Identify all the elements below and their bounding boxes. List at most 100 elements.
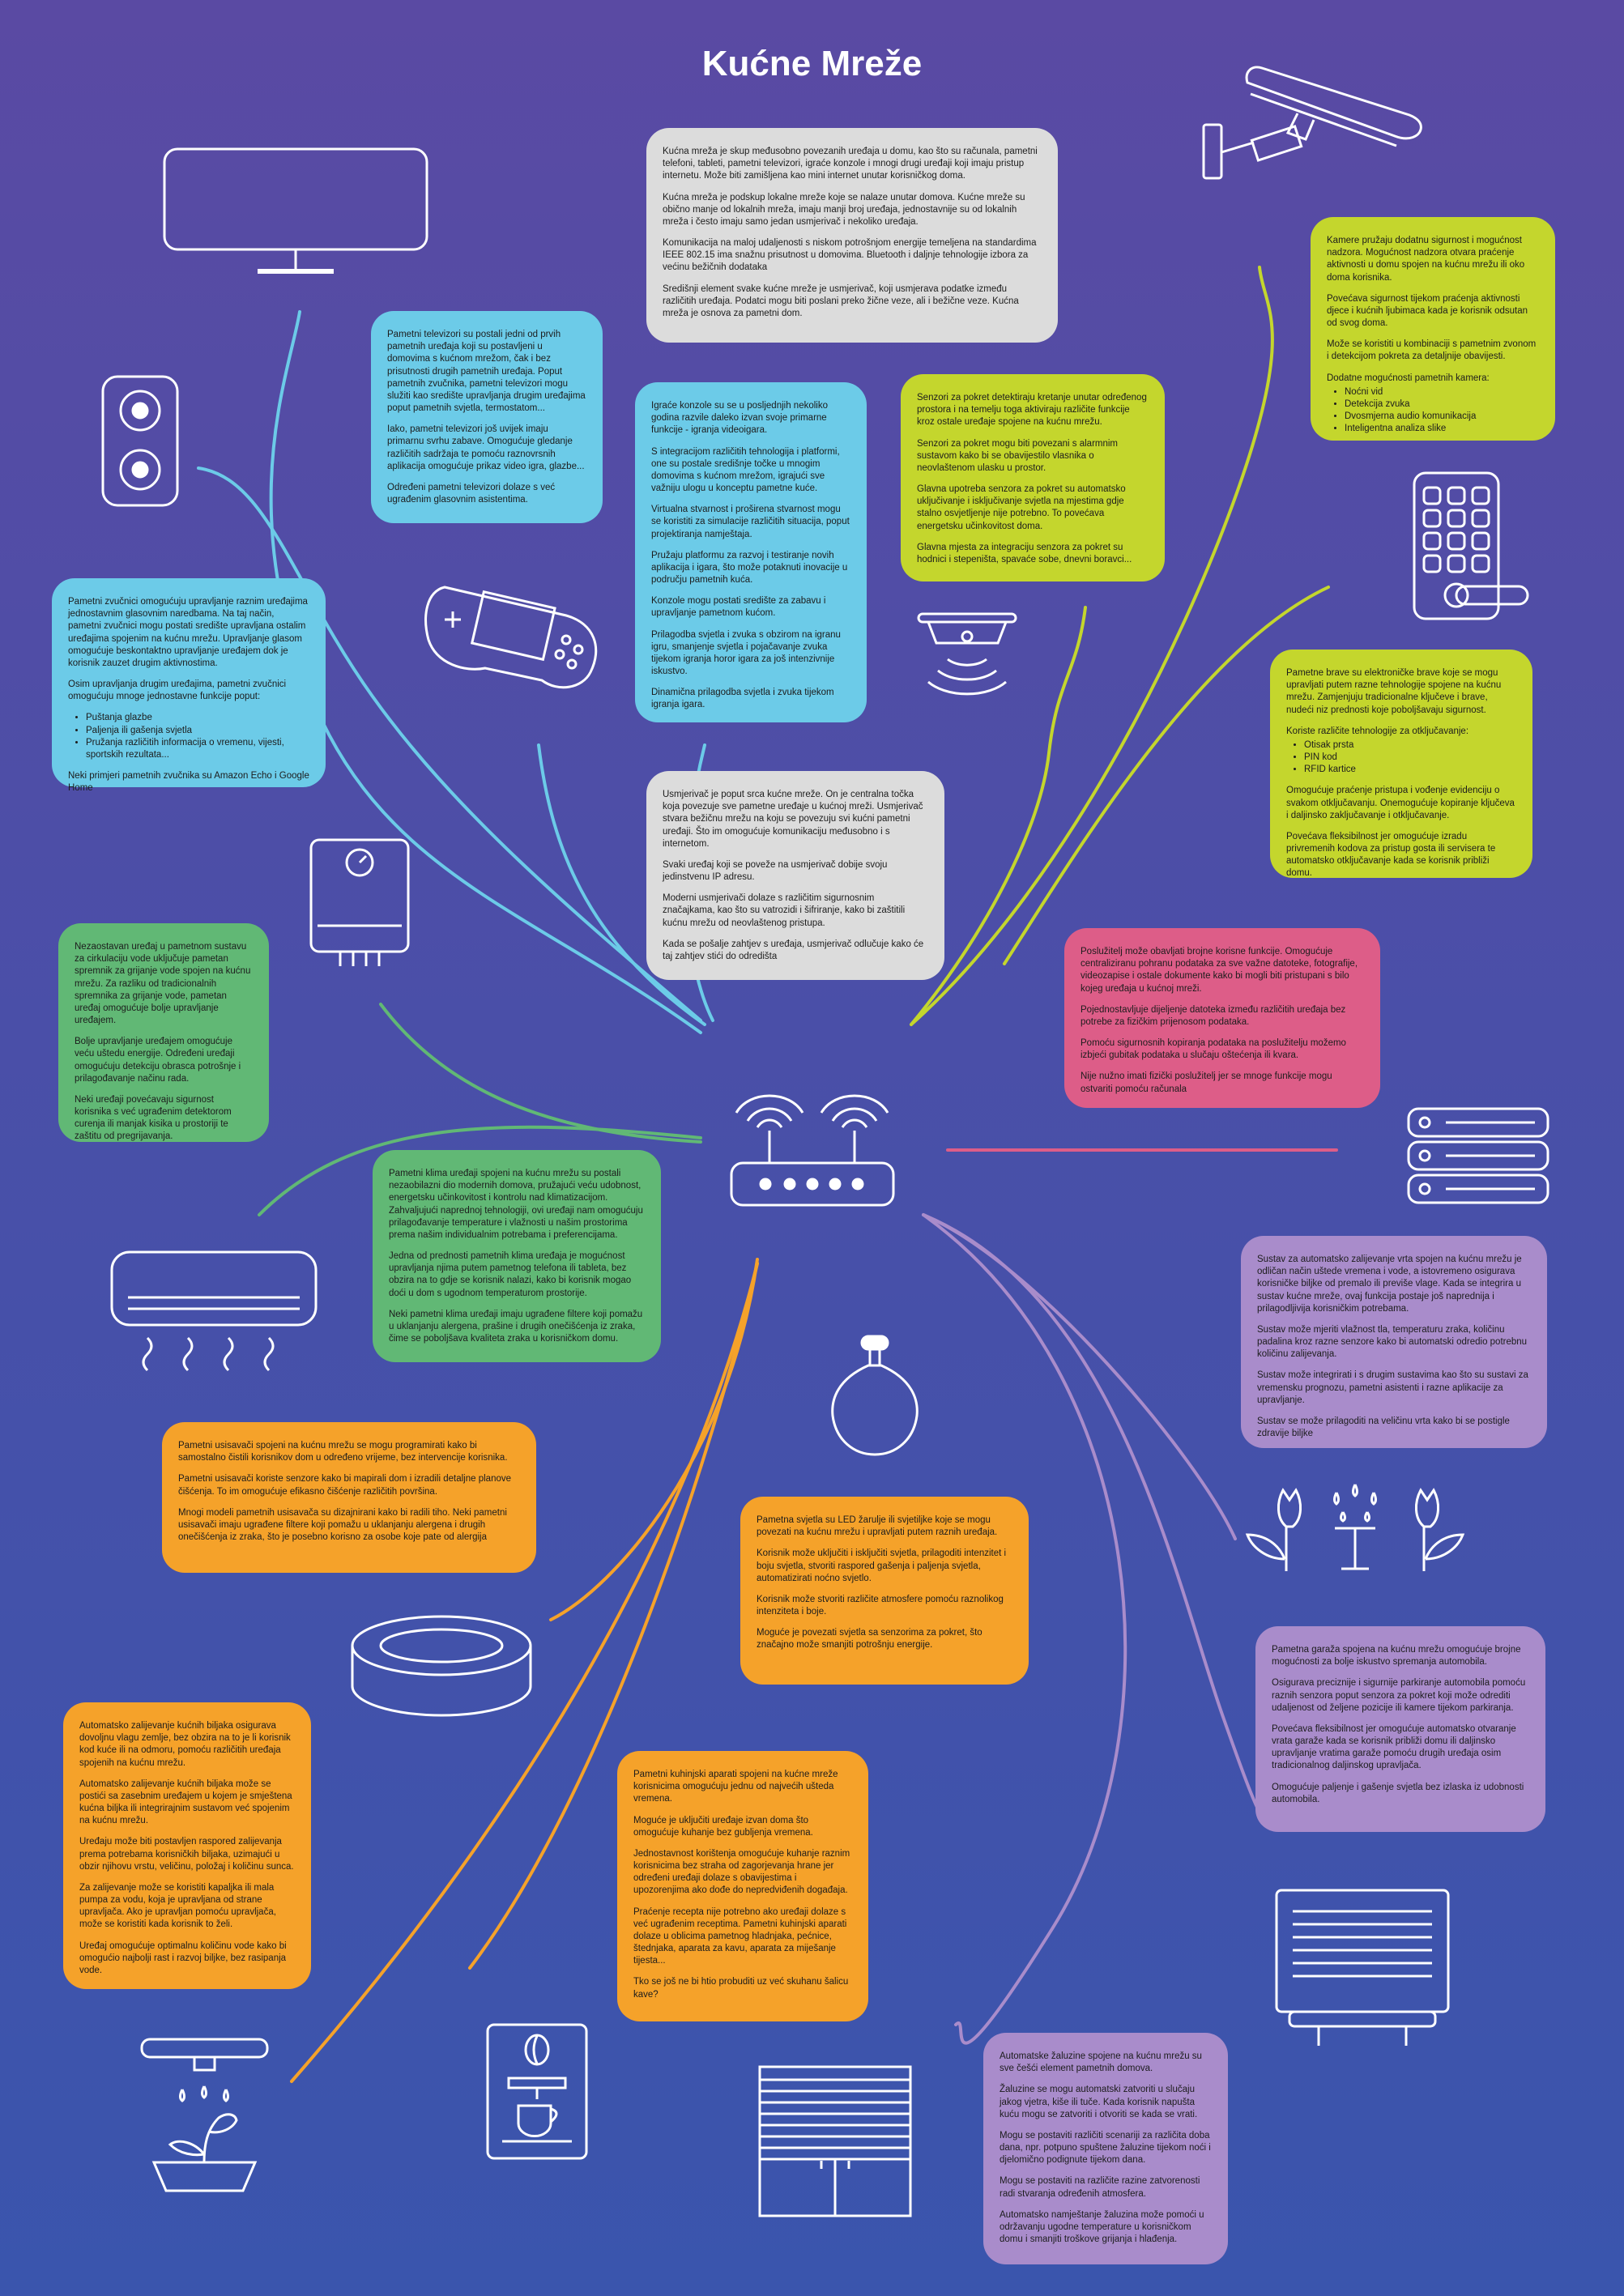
router-paragraph: Svaki uređaj koji se poveže na usmjeriva… [663,859,888,883]
line-blinds [922,1213,1127,2045]
garden-watering-paragraph: Sustav može integrirati i s drugim susta… [1257,1370,1528,1405]
camera-paragraph: Dodatne mogućnosti pametnih kamera: [1327,373,1490,383]
smart-lock-paragraph: Povećava fleksibilnost jer omogućuje izr… [1286,831,1496,879]
smart-lock-card: Pametne brave su elektroničke brave koje… [1270,650,1532,878]
server-paragraph: Poslužitelj može obavljati brojne korisn… [1081,947,1358,994]
smart-lock-paragraph: Omogućuje praćenje pristupa i vođenje ev… [1286,786,1515,820]
game-console-paragraph: Konzole mogu postati središte za zabavu … [651,596,826,619]
server-card: Poslužitelj može obavljati brojne korisn… [1064,928,1380,1108]
smart-tv-paragraph: Iako, pametni televizori još uvijek imaj… [387,424,585,471]
smart-tv-paragraph: Pametni televizori su postali jedni od p… [387,330,586,414]
smart-light-paragraph: Korisnik može stvoriti različite atmosfe… [757,1594,1004,1617]
line-lock [1003,586,1330,965]
server-paragraph: Nije nužno imati fizički poslužitelj jer… [1081,1071,1332,1094]
motion-sensor-paragraph: Senzori za pokret mogu biti povezani s a… [917,438,1119,473]
intro-paragraph: Središnji element svake kućne mreže je u… [663,283,1019,318]
list-item: Otisak prsta [1304,739,1516,752]
camera-paragraph: Kamere pružaju dodatnu sigurnost i moguć… [1327,236,1525,283]
robot-vacuum-paragraph: Mnogi modeli pametnih usisavača su dizaj… [178,1507,507,1543]
garden-watering-paragraph: Sustav za automatsko zalijevanje vrta sp… [1257,1254,1522,1314]
line-console [537,743,706,1026]
robot-vacuum-icon [348,1613,535,1723]
line-watering [290,1262,759,2083]
smart-speaker-paragraph: Pametni zvučnici omogućuju upravljanje r… [68,597,308,668]
garden-watering-paragraph: Sustav se može prilagoditi na veličinu v… [1257,1416,1510,1439]
camera-features-list: Noćni vid Detekcija zvuka Dvosmjerna aud… [1327,386,1539,436]
page-title: Kućne Mreže [701,44,923,83]
kitchen-appliances-card: Pametni kuhinjski aparati spojeni na kuć… [617,1751,868,2021]
intro-paragraph: Kućna mreža je podskup lokalne mreže koj… [663,192,1025,227]
water-heater-paragraph: Bolje upravljanje uređajem omogućuje već… [75,1037,241,1084]
intro-card: Kućna mreža je skup međusobno povezanih … [646,128,1058,343]
automatic-blinds-paragraph: Mogu se postaviti različiti scenariji za… [1000,2130,1211,2166]
kitchen-appliances-paragraph: Jednostavnost korištenja omogućuje kuhan… [633,1848,850,1896]
air-conditioner-paragraph: Neki pametni klima uređaji imaju ugrađen… [389,1309,643,1344]
robot-vacuum-card: Pametni usisavači spojeni na kućnu mrežu… [162,1422,536,1573]
router-paragraph: Usmjerivač je poput srca kućne mreže. On… [663,790,923,849]
router-paragraph: Moderni usmjerivači dolaze s različitim … [663,893,906,928]
camera-paragraph: Povećava sigurnost tijekom praćenja akti… [1327,293,1528,329]
router-card: Usmjerivač je poput srca kućne mreže. On… [646,771,944,980]
plant-watering-paragraph: Za zalijevanje može se koristiti kapaljk… [79,1882,276,1930]
smart-garage-paragraph: Pametna garaža spojena na kućnu mrežu om… [1272,1645,1521,1668]
list-item: Noćni vid [1345,386,1539,398]
kitchen-appliances-paragraph: Tko se još ne bi htio probuditi uz već s… [633,1977,849,2000]
air-conditioner-icon [109,1249,319,1380]
kitchen-appliances-paragraph: Moguće je uključiti uređaje izvan doma š… [633,1815,813,1838]
air-conditioner-card: Pametni klima uređaji spojeni na kućnu m… [373,1150,661,1362]
line-vacuum [549,1258,759,1621]
line-kitchen [468,1262,759,1970]
smart-light-paragraph: Moguće je povezati svjetla sa senzorima … [757,1628,982,1651]
automatic-blinds-paragraph: Automatsko namještanje žaluzina može pom… [1000,2209,1204,2245]
server-paragraph: Pomoću sigurnosnih kopiranja podataka na… [1081,1038,1346,1061]
automatic-blinds-card: Automatske žaluzine spojene na kućnu mre… [983,2033,1228,2264]
garage-door-icon [1273,1887,1451,2049]
game-console-paragraph: Prilagodba svjetla i zvuka s obzirom na … [651,629,841,677]
list-item: Detekcija zvuka [1345,398,1539,411]
smart-garage-paragraph: Omogućuje paljenje i gašenje svjetla bez… [1272,1782,1524,1804]
router-paragraph: Kada se pošalje zahtjev s uređaja, usmje… [663,939,924,961]
line-speaker [197,466,702,1022]
security-camera-icon [1200,65,1429,185]
keypad-lock-icon [1411,470,1531,624]
plant-watering-card: Automatsko zalijevanje kućnih biljaka os… [63,1702,311,1989]
plant-watering-paragraph: Uređaj omogućuje optimalnu količinu vode… [79,1940,287,1975]
line-sensor [910,606,1087,1026]
light-bulb-icon [829,1335,920,1458]
motion-sensor-paragraph: Glavna upotreba senzora za pokret su aut… [917,484,1126,531]
motion-sensor-card: Senzori za pokret detektiraju kretanje u… [901,374,1165,581]
garden-watering-paragraph: Sustav može mjeriti vlažnost tla, temper… [1257,1324,1528,1360]
blinds-icon [757,2064,914,2219]
game-console-card: Igraće konzole su se u posljednjih nekol… [635,382,867,722]
smart-tv-paragraph: Određeni pametni televizori dolaze s već… [387,482,556,505]
list-item: PIN kod [1304,752,1516,764]
smart-lock-paragraph: Pametne brave su elektroničke brave koje… [1286,668,1502,715]
smart-light-paragraph: Pametna svjetla su LED žarulje ili svjet… [757,1515,998,1538]
camera-card: Kamere pružaju dodatnu sigurnost i moguć… [1311,217,1555,441]
plant-watering-paragraph: Automatsko zalijevanje kućnih biljaka os… [79,1721,291,1768]
game-console-icon [420,559,603,698]
list-item: Dvosmjerna audio komunikacija [1345,411,1539,423]
smart-garage-paragraph: Povećava fleksibilnost jer omogućuje aut… [1272,1723,1516,1771]
list-item: RFID kartice [1304,764,1516,776]
plant-watering-paragraph: Uređaju može biti postavljen raspored za… [79,1837,294,1872]
automatic-blinds-paragraph: Automatske žaluzine spojene na kućnu mre… [1000,2051,1202,2074]
water-heater-card: Nezaostavan uređaj u pametnom sustavu za… [58,923,269,1142]
list-item: Puštanja glazbe [86,712,309,724]
game-console-paragraph: Dinamična prilagodba svjetla i zvuka tij… [651,688,834,710]
smart-lock-paragraph: Koriste različite tehnologije za otključ… [1286,726,1469,736]
robot-vacuum-paragraph: Pametni usisavači koriste senzore kako b… [178,1474,512,1497]
game-console-paragraph: Pružaju platformu za razvoj i testiranje… [651,550,848,586]
smart-speaker-list: Puštanja glazbe Paljenja ili gašenja svj… [68,712,309,761]
garden-watering-card: Sustav za automatsko zalijevanje vrta sp… [1241,1236,1547,1448]
automatic-blinds-paragraph: Žaluzine se mogu automatski zatvoriti u … [1000,2085,1198,2119]
coffee-machine-icon [484,2021,590,2162]
smart-garage-paragraph: Osigurava preciznije i sigurnije parkira… [1272,1678,1526,1713]
smart-speaker-paragraph: Osim upravljanja drugim uređajima, pamet… [68,679,287,702]
server-icon [1405,1106,1551,1205]
line-camera [910,266,1274,1026]
tv-icon [160,146,431,275]
line-ac [258,1125,702,1216]
